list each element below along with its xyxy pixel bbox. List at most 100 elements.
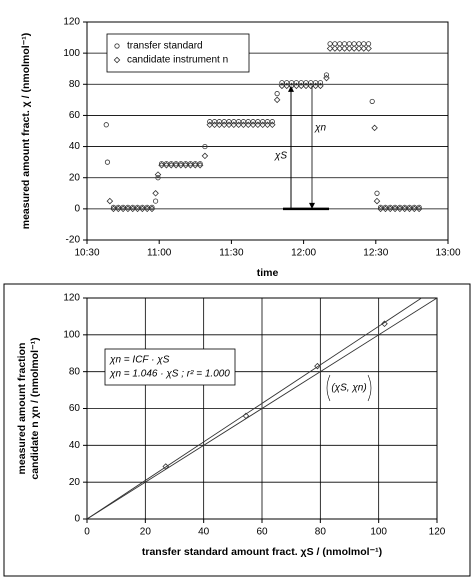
point [236, 119, 242, 125]
point [225, 121, 233, 129]
legend-label: transfer standard [127, 41, 203, 52]
y-tick-label: -20 [66, 235, 81, 246]
point [269, 121, 276, 129]
equation: χn = ICF · χS [109, 355, 170, 366]
point [159, 161, 165, 167]
point [197, 161, 203, 167]
point [130, 204, 136, 210]
point [382, 205, 389, 213]
point [255, 119, 261, 125]
point [392, 204, 398, 210]
point [196, 161, 204, 169]
point [303, 80, 309, 86]
point [415, 205, 423, 213]
point [396, 205, 404, 213]
point [178, 161, 184, 167]
point [172, 161, 180, 169]
point [297, 82, 305, 90]
point [129, 205, 136, 213]
x-tick-label: 10:30 [74, 248, 99, 259]
point [152, 198, 159, 204]
x-tick-label: 100 [370, 527, 387, 538]
point [278, 82, 286, 90]
label-bracket [326, 374, 372, 402]
point [154, 171, 162, 178]
point [125, 204, 131, 210]
y-tick-label: 100 [63, 329, 80, 340]
point [369, 98, 375, 105]
point [331, 45, 339, 52]
point [187, 161, 194, 167]
x-tick-label: 120 [429, 527, 446, 538]
point [406, 204, 413, 210]
y-tick-label: 0 [74, 203, 80, 214]
point [406, 205, 413, 213]
point [411, 204, 417, 210]
legend-label: candidate instrument n [127, 55, 228, 66]
x-tick-label: 12:30 [363, 248, 388, 259]
panel-frame [3, 283, 471, 577]
point [115, 205, 122, 213]
point [323, 74, 330, 82]
point [104, 159, 111, 165]
point [397, 204, 403, 210]
point [221, 119, 227, 125]
y-tick-label: 120 [63, 17, 80, 28]
point [391, 205, 399, 213]
point [250, 119, 256, 125]
point [326, 45, 334, 52]
point [134, 204, 141, 210]
point [416, 204, 422, 210]
point-label: (χS, χn) [331, 383, 366, 394]
point [231, 119, 237, 125]
point [374, 190, 380, 196]
point [183, 161, 189, 167]
arrow-head [288, 85, 294, 92]
point [163, 161, 170, 167]
point [235, 121, 242, 129]
y-axis-label: measured amount fract. χ / (nmolmol⁻¹) [20, 33, 32, 230]
point [192, 161, 199, 169]
point [293, 80, 299, 86]
annotation: χn [314, 123, 326, 134]
point [371, 124, 378, 132]
point [240, 119, 247, 125]
point [148, 205, 156, 213]
point [336, 45, 343, 52]
point [308, 80, 314, 86]
point [216, 119, 222, 125]
point [119, 205, 127, 213]
point [411, 205, 418, 213]
x-tick-label: 0 [84, 527, 90, 538]
point [341, 45, 348, 52]
point [226, 119, 232, 125]
point [103, 122, 109, 128]
point [401, 205, 408, 213]
point [350, 45, 358, 52]
y-tick-label: 80 [69, 366, 81, 377]
y-tick-label: 80 [69, 79, 81, 90]
y-tick-label: 60 [69, 403, 81, 414]
point [264, 119, 271, 125]
x-tick-label: 13:00 [435, 248, 460, 259]
fit-line [86, 297, 438, 520]
point [355, 45, 363, 52]
x-axis-label: time [257, 267, 279, 279]
point [259, 121, 266, 129]
point [155, 175, 161, 181]
point [302, 82, 310, 90]
fit-line [86, 297, 422, 520]
point [167, 161, 175, 169]
point [206, 121, 214, 129]
point [211, 121, 218, 129]
x-tick-label: 80 [315, 527, 327, 538]
point [230, 121, 238, 129]
point [365, 45, 372, 52]
point [254, 121, 262, 129]
x-tick-label: 11:30 [219, 248, 244, 259]
point [124, 205, 132, 213]
point [139, 205, 146, 213]
point [115, 204, 121, 210]
point [346, 45, 353, 52]
point [207, 119, 213, 125]
